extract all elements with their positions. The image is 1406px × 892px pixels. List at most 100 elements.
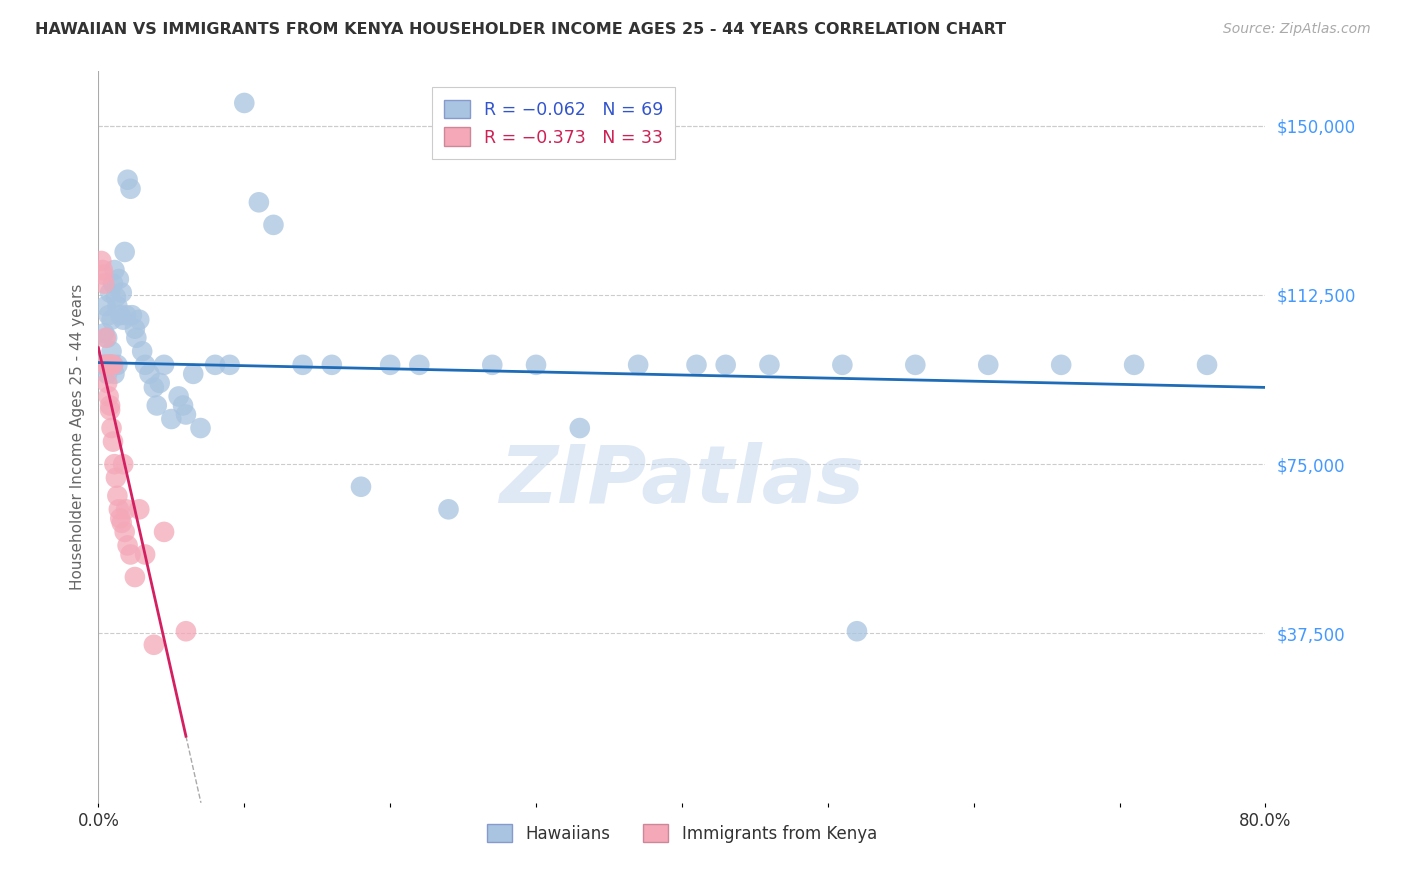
Point: [108, 272, 131, 286]
Point: [115, 308, 138, 322]
Point: [190, 421, 212, 435]
Text: Source: ZipAtlas.com: Source: ZipAtlas.com: [1223, 22, 1371, 37]
Text: HAWAIIAN VS IMMIGRANTS FROM KENYA HOUSEHOLDER INCOME AGES 25 - 44 YEARS CORRELAT: HAWAIIAN VS IMMIGRANTS FROM KENYA HOUSEH…: [35, 22, 1007, 37]
Point: [172, 399, 194, 413]
Point: [174, 624, 197, 639]
Point: [321, 358, 343, 372]
Point: [160, 412, 183, 426]
Point: [94, 358, 117, 372]
Point: [247, 195, 270, 210]
Point: [91, 358, 114, 372]
Point: [98, 399, 121, 413]
Point: [100, 344, 122, 359]
Point: [142, 380, 165, 394]
Point: [101, 358, 124, 372]
Point: [181, 367, 204, 381]
Point: [97, 358, 120, 372]
Point: [101, 358, 124, 372]
Point: [96, 376, 118, 390]
Point: [174, 408, 197, 422]
Point: [904, 358, 927, 372]
Point: [117, 538, 139, 552]
Point: [105, 489, 128, 503]
Point: [758, 358, 780, 372]
Point: [124, 570, 146, 584]
Point: [153, 358, 176, 372]
Point: [134, 358, 156, 372]
Point: [97, 358, 120, 372]
Point: [112, 457, 135, 471]
Point: [115, 502, 138, 516]
Point: [91, 263, 114, 277]
Point: [977, 358, 1000, 372]
Point: [481, 358, 503, 372]
Point: [96, 331, 118, 345]
Point: [105, 299, 128, 313]
Point: [111, 516, 134, 530]
Point: [114, 244, 136, 259]
Point: [1123, 358, 1146, 372]
Point: [112, 312, 135, 326]
Point: [408, 358, 430, 372]
Point: [1050, 358, 1073, 372]
Point: [153, 524, 176, 539]
Point: [100, 421, 122, 435]
Point: [204, 358, 226, 372]
Point: [685, 358, 707, 372]
Point: [846, 624, 869, 639]
Point: [146, 399, 169, 413]
Point: [134, 548, 156, 562]
Point: [110, 511, 132, 525]
Point: [98, 285, 121, 300]
Point: [142, 638, 165, 652]
Point: [627, 358, 650, 372]
Point: [128, 502, 150, 516]
Point: [96, 358, 118, 372]
Point: [218, 358, 240, 372]
Point: [120, 182, 142, 196]
Point: [105, 358, 128, 372]
Point: [97, 308, 120, 322]
Point: [91, 268, 114, 282]
Point: [108, 502, 131, 516]
Point: [121, 308, 143, 322]
Point: [93, 326, 115, 341]
Point: [291, 358, 314, 372]
Point: [380, 358, 402, 372]
Point: [350, 480, 373, 494]
Point: [96, 367, 118, 381]
Point: [1195, 358, 1218, 372]
Point: [124, 322, 146, 336]
Point: [104, 290, 127, 304]
Point: [98, 403, 121, 417]
Point: [437, 502, 460, 516]
Point: [110, 308, 132, 322]
Point: [100, 312, 122, 326]
Point: [149, 376, 172, 390]
Point: [101, 434, 124, 449]
Point: [117, 172, 139, 186]
Point: [101, 277, 124, 291]
Point: [233, 95, 256, 110]
Legend: Hawaiians, Immigrants from Kenya: Hawaiians, Immigrants from Kenya: [479, 817, 884, 849]
Point: [131, 344, 153, 359]
Point: [524, 358, 547, 372]
Point: [94, 358, 117, 372]
Point: [103, 457, 125, 471]
Text: ZIPatlas: ZIPatlas: [499, 442, 865, 520]
Point: [138, 367, 160, 381]
Point: [98, 358, 121, 372]
Point: [714, 358, 737, 372]
Point: [100, 358, 122, 372]
Point: [120, 548, 142, 562]
Point: [831, 358, 853, 372]
Point: [104, 471, 127, 485]
Point: [94, 299, 117, 313]
Point: [125, 331, 148, 345]
Point: [103, 367, 125, 381]
Point: [90, 254, 112, 268]
Point: [94, 331, 117, 345]
Y-axis label: Householder Income Ages 25 - 44 years: Householder Income Ages 25 - 44 years: [69, 284, 84, 591]
Point: [128, 312, 150, 326]
Point: [103, 263, 125, 277]
